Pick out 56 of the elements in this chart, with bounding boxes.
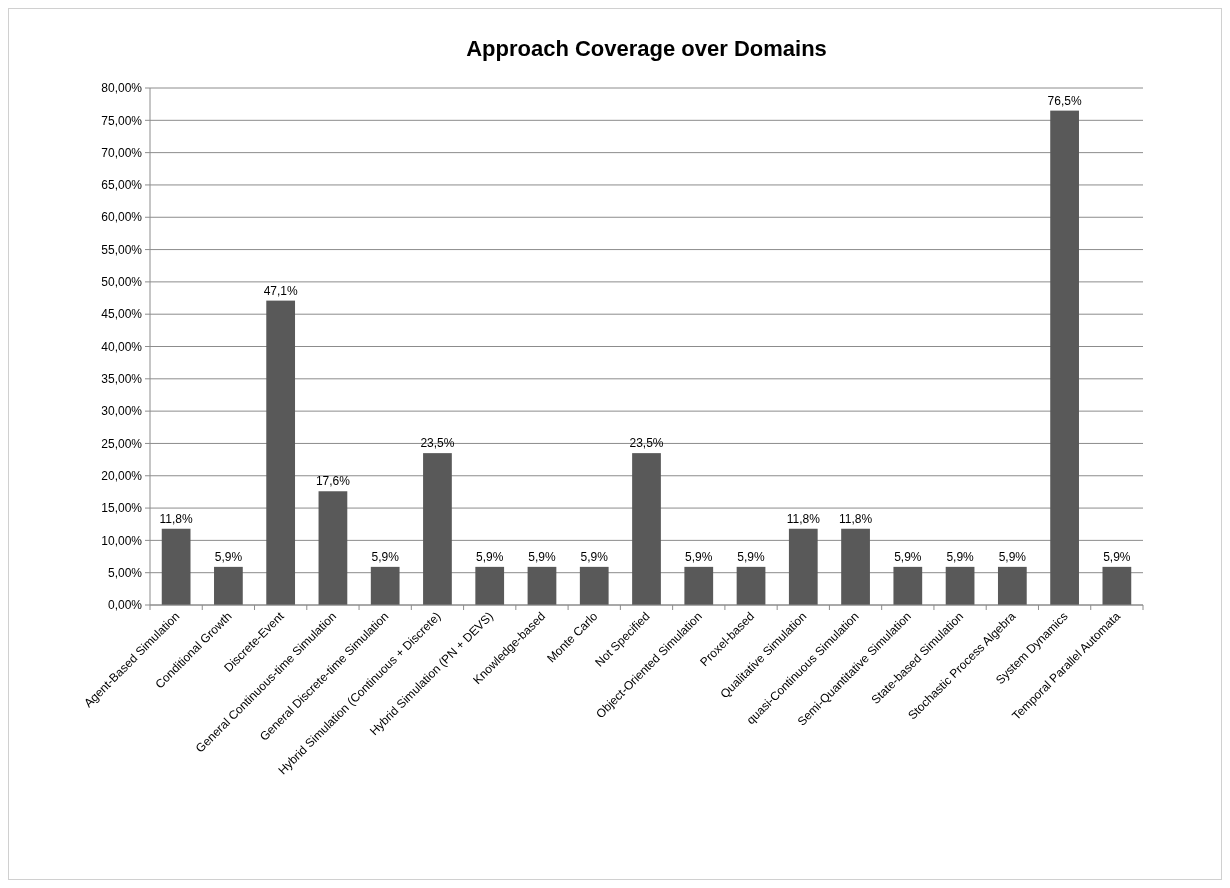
data-label: 23,5% [420, 436, 455, 451]
y-tick-label: 10,00% [101, 533, 143, 548]
data-label: 5,9% [476, 549, 504, 564]
bar [736, 566, 766, 605]
bar [475, 566, 505, 605]
bar [684, 566, 714, 605]
data-label: 5,9% [737, 549, 766, 564]
data-label: 5,9% [371, 549, 400, 564]
y-tick-label: 0,00% [107, 598, 143, 613]
y-tick-label: 60,00% [101, 210, 143, 225]
bar [1102, 566, 1132, 605]
bar [214, 566, 243, 605]
data-label: 5,9% [214, 549, 243, 564]
bar [527, 566, 557, 605]
bar [370, 566, 400, 605]
y-tick-label: 55,00% [101, 242, 143, 257]
data-label: 5,9% [946, 549, 975, 564]
y-tick-label: 20,00% [101, 468, 143, 483]
y-tick-label: 30,00% [101, 404, 143, 419]
y-tick-label: 45,00% [101, 307, 143, 322]
bar [788, 528, 818, 605]
bar [1050, 110, 1079, 605]
bar [579, 566, 609, 605]
data-label: 17,6% [315, 474, 351, 489]
bar [423, 453, 452, 605]
data-label: 5,9% [685, 549, 713, 564]
data-label: 11,8% [159, 511, 194, 526]
y-tick-label: 5,00% [107, 565, 143, 580]
y-tick-label: 75,00% [101, 113, 143, 128]
data-label: 5,9% [1103, 549, 1131, 564]
y-tick-label: 35,00% [101, 372, 143, 387]
data-label: 5,9% [580, 549, 609, 564]
y-tick-label: 50,00% [101, 275, 143, 290]
data-label: 5,9% [894, 549, 922, 564]
y-tick-label: 40,00% [101, 339, 143, 354]
data-label: 76,5% [1047, 93, 1082, 108]
y-tick-label: 15,00% [101, 501, 143, 516]
bar [632, 453, 661, 605]
chart-title: Approach Coverage over Domains [466, 36, 827, 61]
data-label: 5,9% [528, 549, 556, 564]
bar [945, 566, 975, 605]
y-tick-label: 80,00% [101, 81, 143, 96]
y-tick-label: 25,00% [101, 436, 143, 451]
data-label: 47,1% [263, 283, 298, 298]
data-label: 11,8% [786, 511, 821, 526]
data-label: 5,9% [998, 549, 1027, 564]
y-tick-label: 65,00% [101, 178, 143, 193]
bar [318, 491, 348, 605]
bar [266, 300, 296, 605]
data-label: 23,5% [629, 436, 664, 451]
y-tick-label: 70,00% [101, 145, 143, 160]
bar [161, 528, 191, 605]
bar [841, 528, 870, 605]
data-label: 11,8% [838, 511, 873, 526]
bar [997, 566, 1027, 605]
bar [893, 566, 923, 605]
